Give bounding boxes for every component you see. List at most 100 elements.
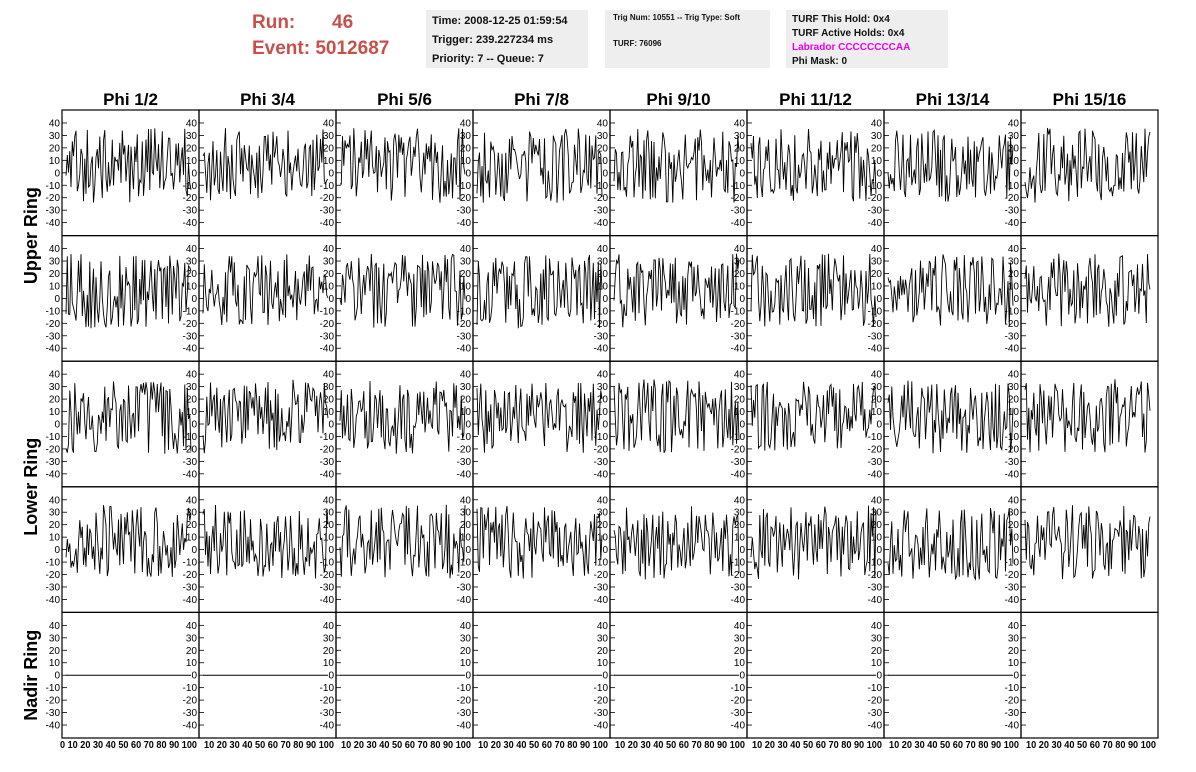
y-tick-label: -20 — [320, 444, 335, 455]
y-tick-label: -40 — [46, 344, 61, 355]
run-label: Run: — [252, 12, 296, 33]
y-tick-label: 30 — [460, 633, 472, 644]
waveform-trace — [613, 253, 740, 328]
column-header: Phi 11/12 — [779, 90, 852, 109]
y-tick-label: 0 — [602, 168, 608, 179]
y-tick-label: -40 — [457, 344, 472, 355]
y-tick-label: -40 — [183, 218, 198, 229]
waveform-trace — [202, 128, 329, 201]
y-tick-label: 30 — [49, 633, 61, 644]
y-tick-label: -10 — [320, 558, 335, 569]
y-tick-label: 40 — [323, 495, 335, 506]
waveform-trace — [65, 505, 192, 577]
y-tick-label: 30 — [186, 257, 198, 268]
y-tick-label: 10 — [734, 533, 746, 544]
y-tick-label: 10 — [871, 407, 883, 418]
y-tick-label: 0 — [876, 671, 882, 682]
y-tick-label: -30 — [320, 582, 335, 593]
waveform-trace — [750, 128, 877, 202]
y-tick-label: -20 — [594, 193, 609, 204]
y-tick-label: -30 — [320, 206, 335, 217]
waveform-trace — [202, 254, 329, 326]
y-tick-label: 30 — [186, 131, 198, 142]
waveform-trace — [1024, 127, 1151, 203]
y-tick-label: -40 — [594, 469, 609, 480]
y-tick-label: 40 — [1008, 495, 1020, 506]
y-tick-label: -10 — [183, 432, 198, 443]
y-tick-label: -10 — [594, 306, 609, 317]
y-tick-label: 40 — [871, 621, 883, 632]
y-tick-label: 20 — [734, 520, 746, 531]
y-tick-label: 0 — [1013, 545, 1019, 556]
y-tick-label: 20 — [323, 269, 335, 280]
waveform-trace — [65, 253, 192, 329]
y-tick-label: 10 — [49, 407, 61, 418]
y-tick-label: 20 — [871, 646, 883, 657]
x-tick-labels: 10 20 30 40 50 60 70 80 90 100 — [1026, 740, 1156, 751]
y-tick-label: 20 — [597, 143, 609, 154]
y-tick-label: -40 — [46, 218, 61, 229]
y-tick-label: 40 — [323, 118, 335, 129]
y-tick-label: -40 — [594, 721, 609, 732]
y-tick-label: 0 — [328, 168, 334, 179]
y-tick-label: 20 — [186, 395, 198, 406]
y-tick-label: 0 — [465, 294, 471, 305]
y-tick-label: 20 — [186, 143, 198, 154]
y-tick-label: 10 — [460, 658, 472, 669]
y-tick-label: -40 — [731, 469, 746, 480]
y-tick-label: -30 — [731, 331, 746, 342]
y-tick-label: 20 — [186, 269, 198, 280]
y-tick-label: 40 — [323, 244, 335, 255]
y-tick-label: 0 — [465, 420, 471, 431]
y-tick-label: -10 — [320, 306, 335, 317]
y-tick-label: 40 — [49, 621, 61, 632]
y-tick-label: 10 — [460, 533, 472, 544]
y-tick-label: -30 — [183, 457, 198, 468]
y-tick-label: -30 — [320, 331, 335, 342]
y-tick-label: 20 — [597, 395, 609, 406]
trig-num-text: Trig Num: 10551 -- Trig Type: Soft — [613, 13, 740, 22]
y-tick-label: -20 — [183, 444, 198, 455]
y-tick-label: 20 — [323, 646, 335, 657]
y-tick-label: -20 — [868, 570, 883, 581]
y-tick-label: 20 — [49, 520, 61, 531]
y-tick-label: -30 — [46, 708, 61, 719]
y-tick-label: -30 — [594, 457, 609, 468]
y-tick-label: 30 — [1008, 257, 1020, 268]
y-tick-label: -10 — [457, 432, 472, 443]
waveform-trace — [202, 504, 329, 579]
phi-mask-text: Phi Mask: 0 — [792, 56, 848, 67]
y-tick-label: -10 — [183, 181, 198, 192]
y-tick-label: 30 — [1008, 633, 1020, 644]
y-tick-label: -30 — [731, 582, 746, 593]
y-tick-label: 10 — [323, 533, 335, 544]
y-tick-label: 10 — [597, 533, 609, 544]
y-tick-label: -30 — [457, 708, 472, 719]
y-tick-label: -20 — [594, 444, 609, 455]
y-tick-label: 10 — [734, 156, 746, 167]
waveform-trace — [476, 505, 603, 579]
y-tick-label: -40 — [594, 218, 609, 229]
y-tick-label: -10 — [868, 306, 883, 317]
y-tick-label: 20 — [734, 269, 746, 280]
y-tick-label: 0 — [739, 545, 745, 556]
y-tick-label: 30 — [597, 633, 609, 644]
y-tick-label: -30 — [731, 708, 746, 719]
y-tick-label: 40 — [49, 118, 61, 129]
y-tick-label: 40 — [871, 118, 883, 129]
y-tick-label: 40 — [49, 495, 61, 506]
y-tick-label: -20 — [320, 696, 335, 707]
y-tick-label: -30 — [183, 708, 198, 719]
waveform-trace — [887, 507, 1014, 581]
y-tick-label: 0 — [465, 168, 471, 179]
y-tick-label: -40 — [457, 218, 472, 229]
y-tick-label: 30 — [186, 508, 198, 519]
y-tick-label: 10 — [186, 281, 198, 292]
y-tick-label: -40 — [731, 344, 746, 355]
y-tick-label: -40 — [1005, 218, 1020, 229]
waveform-trace — [613, 506, 740, 580]
y-tick-label: -40 — [183, 344, 198, 355]
y-tick-label: 40 — [1008, 118, 1020, 129]
y-tick-label: 40 — [460, 370, 472, 381]
y-tick-label: 20 — [460, 395, 472, 406]
